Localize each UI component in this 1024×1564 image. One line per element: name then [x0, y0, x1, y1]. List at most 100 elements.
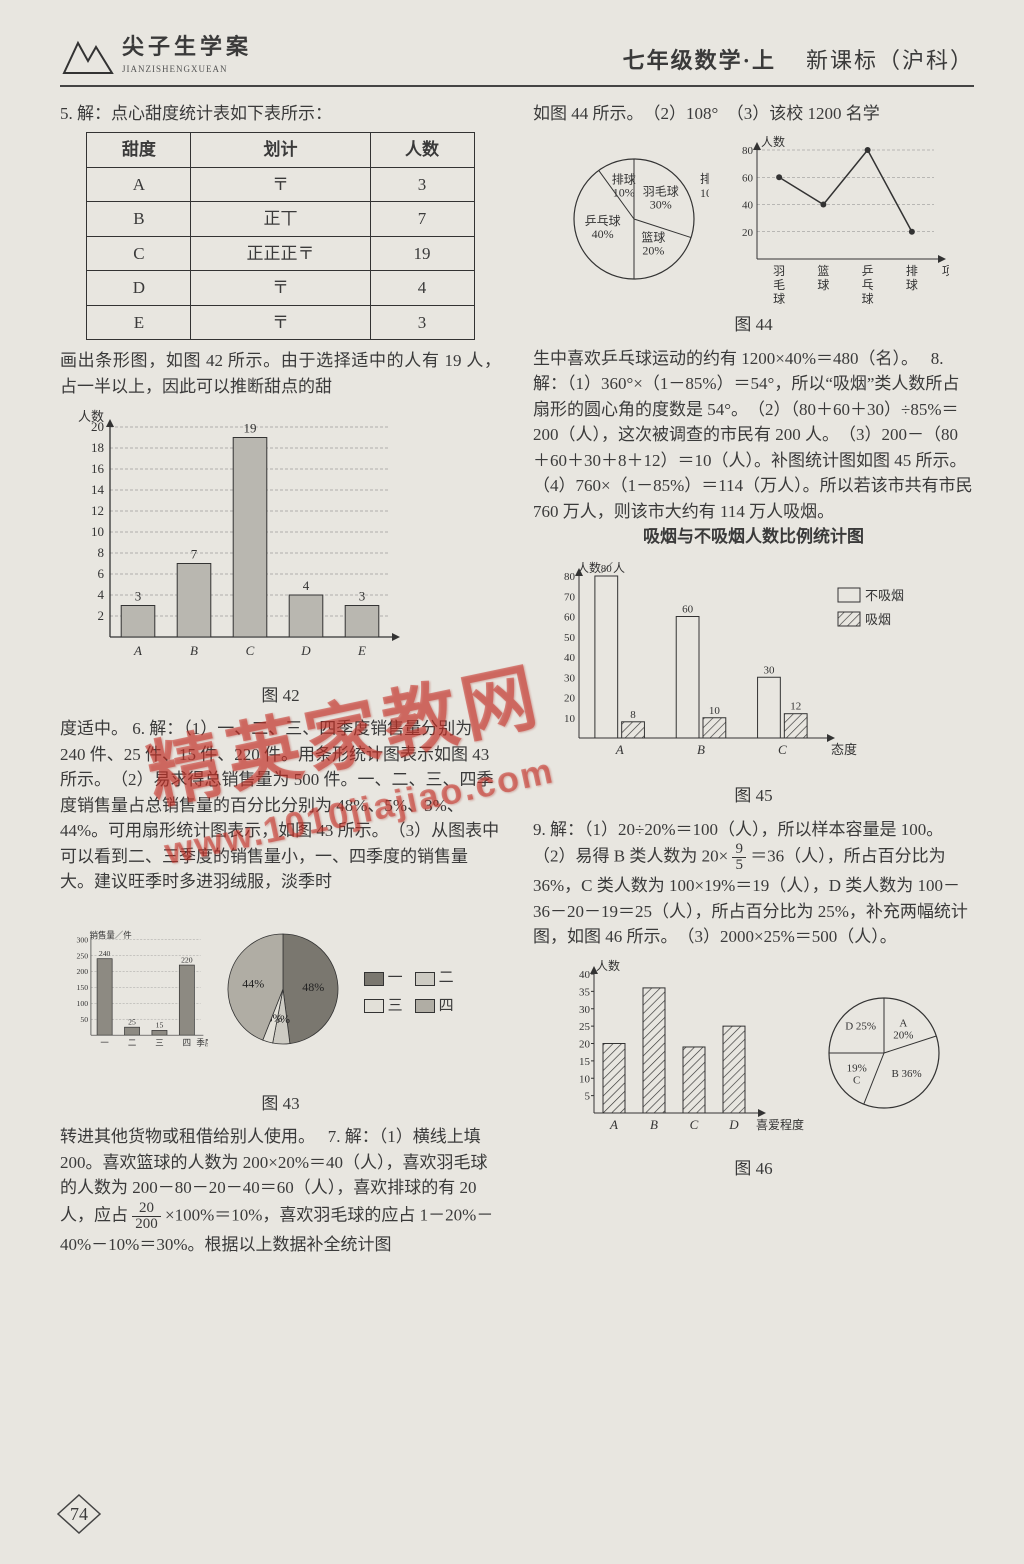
svg-text:60: 60	[564, 611, 576, 623]
svg-text:三: 三	[155, 1037, 163, 1047]
svg-text:3: 3	[359, 589, 366, 604]
table-header: 划计	[191, 133, 370, 168]
svg-text:20: 20	[579, 1038, 591, 1050]
svg-text:15: 15	[579, 1055, 591, 1067]
two-column-layout: 5. 解：点心甜度统计表如下表所示： 甜度 划计 人数 A〒3B正丅7C正正正〒…	[60, 101, 974, 1258]
table-header: 人数	[370, 133, 474, 168]
fig43-row: 销售量／件50100150200250300240一25二15三220四季度 4…	[60, 903, 501, 1083]
svg-text:四: 四	[183, 1037, 191, 1047]
svg-text:5: 5	[584, 1090, 590, 1102]
q5-table: 甜度 划计 人数 A〒3B正丅7C正正正〒19D〒4E〒3	[86, 132, 474, 340]
fig43-caption: 图 43	[60, 1091, 501, 1117]
svg-text:排球: 排球	[700, 172, 709, 186]
svg-text:8: 8	[630, 708, 636, 720]
svg-text:人数: 人数	[761, 134, 785, 149]
svg-text:12: 12	[91, 503, 104, 518]
svg-text:态度: 态度	[831, 742, 857, 757]
svg-text:20%: 20%	[642, 244, 664, 258]
page: 尖子生学案 JIANZISHENGXUEAN 七年级数学·上 新课标（沪科） 5…	[0, 0, 1024, 1564]
svg-text:A: A	[615, 742, 624, 757]
table-cell: 〒	[191, 167, 370, 202]
svg-text:19%: 19%	[846, 1062, 866, 1074]
svg-text:150: 150	[77, 983, 89, 992]
page-number-badge: 74	[56, 1494, 102, 1534]
svg-text:48%: 48%	[302, 980, 324, 994]
fig46-row: 人数510152025303540ABCD喜爱程度 A20%B 36%19%CD…	[533, 958, 974, 1148]
svg-text:A: A	[609, 1117, 618, 1132]
svg-text:球: 球	[773, 292, 785, 304]
fig45-grouped-bar: 人数／人1020304050607080808A6010B3012C态度不吸烟吸…	[533, 558, 933, 768]
svg-text:80: 80	[742, 145, 754, 157]
svg-text:44%: 44%	[242, 976, 264, 990]
svg-text:10: 10	[564, 712, 576, 724]
rtop-text-a: 如图 44 所示。 （2）108° （3）该校 1200 名学	[533, 101, 974, 127]
svg-text:20%: 20%	[893, 1029, 913, 1041]
fig42-bar-chart: 人数24681012141618203A7B19C4D3E	[60, 407, 501, 675]
legend-item: 四	[415, 995, 454, 1018]
q5-after-table: 画出条形图，如图 42 所示。由于选择适中的人有 19 人，占一半以上，因此可以…	[60, 348, 501, 399]
table-cell: C	[87, 236, 191, 271]
legend-item: 二	[415, 967, 454, 990]
table-cell: 19	[370, 236, 474, 271]
table-header: 甜度	[87, 133, 191, 168]
svg-text:二: 二	[128, 1037, 136, 1047]
table-cell: 〒	[191, 305, 370, 340]
svg-text:不吸烟: 不吸烟	[865, 588, 904, 603]
svg-text:C: C	[689, 1117, 698, 1132]
svg-text:球: 球	[861, 292, 873, 304]
svg-text:10: 10	[709, 704, 721, 716]
table-row: D〒4	[87, 271, 474, 306]
svg-text:乒: 乒	[861, 264, 873, 278]
svg-text:14: 14	[91, 482, 105, 497]
svg-text:40: 40	[579, 969, 591, 981]
table-cell: 4	[370, 271, 474, 306]
svg-text:16: 16	[91, 461, 105, 476]
svg-text:20: 20	[91, 419, 104, 434]
q9-frac: 9 5	[732, 842, 746, 873]
table-cell: 3	[370, 305, 474, 340]
svg-text:B: B	[650, 1117, 658, 1132]
svg-text:D: D	[300, 643, 311, 658]
logo-text: 尖子生学案	[122, 30, 252, 63]
svg-text:40: 40	[564, 652, 576, 664]
q8-text: 8. 解：（1）360°×（1－85%）＝54°，所以“吸烟”类人数所占扇形的圆…	[533, 349, 975, 521]
svg-text:20: 20	[742, 227, 754, 239]
svg-text:25: 25	[128, 1017, 136, 1026]
q6-text-b: 转进其他货物或租借给别人使用。	[60, 1127, 315, 1146]
legend-item: 一	[364, 967, 403, 990]
svg-text:80: 80	[564, 571, 576, 583]
logo-area: 尖子生学案 JIANZISHENGXUEAN	[60, 30, 252, 77]
fig43-bar-chart: 销售量／件50100150200250300240一25二15三220四季度	[60, 903, 208, 1083]
svg-text:10: 10	[91, 524, 104, 539]
fig42-caption: 图 42	[60, 683, 501, 709]
svg-text:30: 30	[763, 664, 775, 676]
table-cell: A	[87, 167, 191, 202]
svg-text:60: 60	[742, 172, 754, 184]
svg-text:7: 7	[191, 547, 198, 562]
q5-intro: 5. 解：点心甜度统计表如下表所示：	[60, 101, 501, 127]
svg-text:喜爱程度: 喜爱程度	[756, 1117, 804, 1132]
page-number: 74	[70, 1501, 88, 1528]
svg-text:A: A	[899, 1017, 907, 1029]
left-column: 5. 解：点心甜度统计表如下表所示： 甜度 划计 人数 A〒3B正丅7C正正正〒…	[60, 101, 507, 1258]
svg-text:80: 80	[601, 563, 613, 575]
svg-text:19: 19	[244, 421, 257, 436]
table-header-row: 甜度 划计 人数	[87, 133, 474, 168]
table-cell: 3	[370, 167, 474, 202]
fig44-line-chart: 人数20406080羽毛球篮球乒乓球排球项目	[719, 134, 949, 304]
svg-text:3: 3	[135, 589, 142, 604]
fig46-pie-chart: A20%B 36%19%CD 25%	[814, 983, 954, 1123]
fig45-chart-wrap: 人数／人1020304050607080808A6010B3012C态度不吸烟吸…	[533, 558, 974, 776]
svg-text:50: 50	[80, 1015, 88, 1024]
svg-text:吸烟: 吸烟	[865, 612, 891, 627]
svg-text:D: D	[728, 1117, 739, 1132]
svg-text:C: C	[778, 742, 787, 757]
legend-item: 三	[364, 995, 403, 1018]
page-header: 尖子生学案 JIANZISHENGXUEAN 七年级数学·上 新课标（沪科）	[60, 30, 974, 77]
svg-text:30: 30	[564, 672, 576, 684]
svg-text:40%: 40%	[591, 227, 613, 241]
svg-text:人数: 人数	[596, 958, 620, 973]
svg-text:200: 200	[77, 967, 89, 976]
svg-text:6: 6	[98, 566, 105, 581]
fig43-pie-chart: 48%5%3%44%	[218, 924, 348, 1054]
